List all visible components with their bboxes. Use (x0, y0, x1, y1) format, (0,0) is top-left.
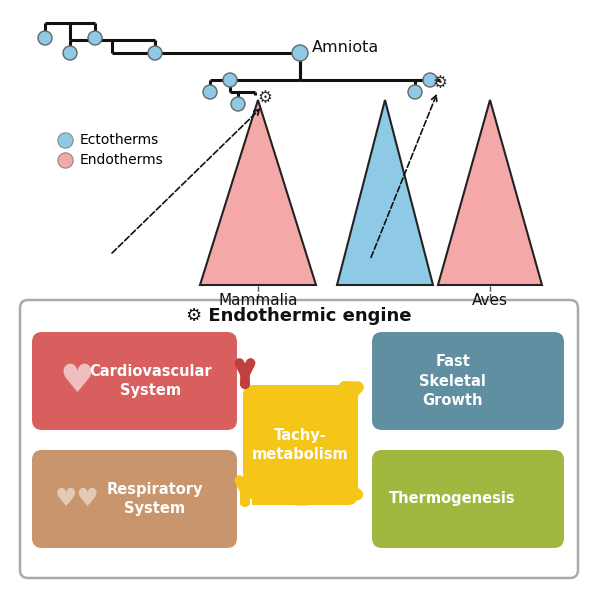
FancyBboxPatch shape (243, 385, 358, 505)
Circle shape (423, 73, 437, 87)
Circle shape (231, 97, 245, 111)
FancyBboxPatch shape (20, 300, 578, 578)
Text: ⚙: ⚙ (433, 74, 448, 92)
Text: ⚙: ⚙ (257, 89, 272, 107)
Text: Cardiovascular
System: Cardiovascular System (89, 364, 212, 398)
FancyBboxPatch shape (372, 332, 564, 430)
Text: Aves: Aves (472, 293, 508, 308)
Text: ♥: ♥ (59, 362, 95, 400)
Text: ⚙ Endothermic engine: ⚙ Endothermic engine (186, 307, 412, 325)
Text: Tachy-
metabolism: Tachy- metabolism (252, 428, 349, 463)
Circle shape (203, 85, 217, 99)
Circle shape (292, 45, 308, 61)
Polygon shape (200, 100, 316, 285)
FancyBboxPatch shape (32, 332, 237, 430)
Circle shape (63, 46, 77, 60)
Polygon shape (438, 100, 542, 285)
Circle shape (38, 31, 52, 45)
Circle shape (88, 31, 102, 45)
FancyBboxPatch shape (32, 450, 237, 548)
Text: Amniota: Amniota (312, 40, 379, 55)
Text: Respiratory
System: Respiratory System (107, 482, 203, 517)
Text: Thermogenesis: Thermogenesis (389, 491, 516, 506)
Polygon shape (337, 100, 433, 285)
FancyBboxPatch shape (372, 450, 564, 548)
Circle shape (148, 46, 162, 60)
Text: ♥♥: ♥♥ (55, 487, 100, 511)
Text: Endotherms: Endotherms (80, 153, 164, 167)
Text: Ectotherms: Ectotherms (80, 133, 159, 147)
Circle shape (223, 73, 237, 87)
Circle shape (408, 85, 422, 99)
Text: Fast
Skeletal
Growth: Fast Skeletal Growth (419, 353, 486, 408)
Text: Mammalia: Mammalia (218, 293, 298, 308)
